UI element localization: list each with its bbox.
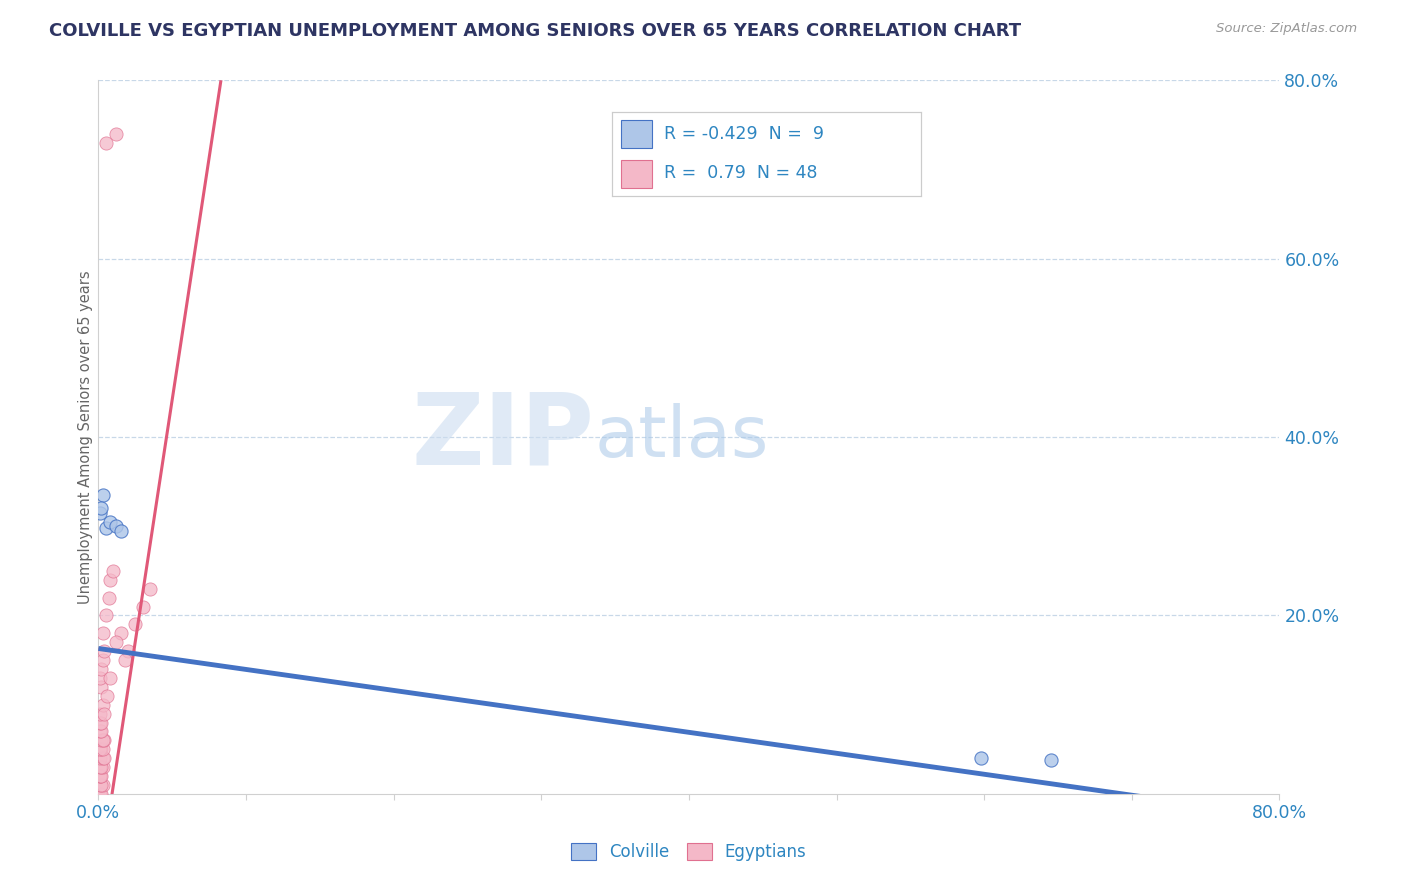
Point (91, 778, 114, 792)
Legend: Colville, Egyptians: Colville, Egyptians (565, 836, 813, 868)
Point (89, 724, 111, 739)
Point (90, 769, 112, 783)
Point (91, 742, 114, 756)
Point (91, 488, 114, 502)
Point (89, 706, 111, 721)
Point (89, 751, 111, 765)
Bar (621, 120, 652, 148)
Point (89, 715, 111, 730)
Text: R = -0.429  N =  9: R = -0.429 N = 9 (664, 126, 824, 144)
Point (90, 501, 112, 516)
Point (132, 599, 155, 614)
Point (105, 519, 128, 533)
Text: COLVILLE VS EGYPTIAN UNEMPLOYMENT AMONG SENIORS OVER 65 YEARS CORRELATION CHART: COLVILLE VS EGYPTIAN UNEMPLOYMENT AMONG … (49, 22, 1021, 40)
Point (89, 506, 111, 520)
Point (91, 751, 114, 765)
Point (98, 671, 121, 685)
Point (90, 715, 112, 730)
Point (90, 760, 112, 774)
Point (114, 653, 136, 667)
Point (98, 515, 121, 529)
Point (105, 635, 128, 649)
Point (90, 662, 112, 676)
Text: ZIP: ZIP (412, 389, 595, 485)
Point (90, 742, 112, 756)
Text: atlas: atlas (595, 402, 769, 472)
Point (89, 787, 111, 801)
Point (97, 591, 120, 605)
Point (89, 760, 111, 774)
Point (89, 778, 111, 792)
Point (105, 127, 128, 141)
Point (91, 698, 114, 712)
Point (96, 689, 118, 703)
Point (91, 626, 114, 640)
Point (1039, 753, 1062, 767)
Point (93, 644, 115, 658)
Point (91, 653, 114, 667)
Point (89, 671, 111, 685)
Point (91, 733, 114, 747)
Point (110, 626, 132, 640)
Point (98, 573, 121, 587)
Point (110, 524, 132, 538)
Point (90, 733, 112, 747)
Point (93, 733, 115, 747)
Point (124, 617, 146, 632)
Point (89, 769, 111, 783)
Point (93, 706, 115, 721)
Point (94, 608, 117, 623)
Point (93, 751, 115, 765)
Bar (621, 160, 652, 188)
Point (139, 582, 162, 596)
Text: Source: ZipAtlas.com: Source: ZipAtlas.com (1216, 22, 1357, 36)
Point (94, 521, 117, 535)
Point (117, 644, 139, 658)
Point (90, 724, 112, 739)
Point (89, 742, 111, 756)
Point (970, 751, 993, 765)
Text: R =  0.79  N = 48: R = 0.79 N = 48 (664, 164, 818, 182)
Point (94, 136, 117, 150)
Point (90, 680, 112, 694)
Point (90, 778, 112, 792)
Point (89, 769, 111, 783)
Y-axis label: Unemployment Among Seniors over 65 years: Unemployment Among Seniors over 65 years (77, 270, 93, 604)
Point (103, 564, 125, 578)
Point (91, 760, 114, 774)
Point (90, 787, 112, 801)
